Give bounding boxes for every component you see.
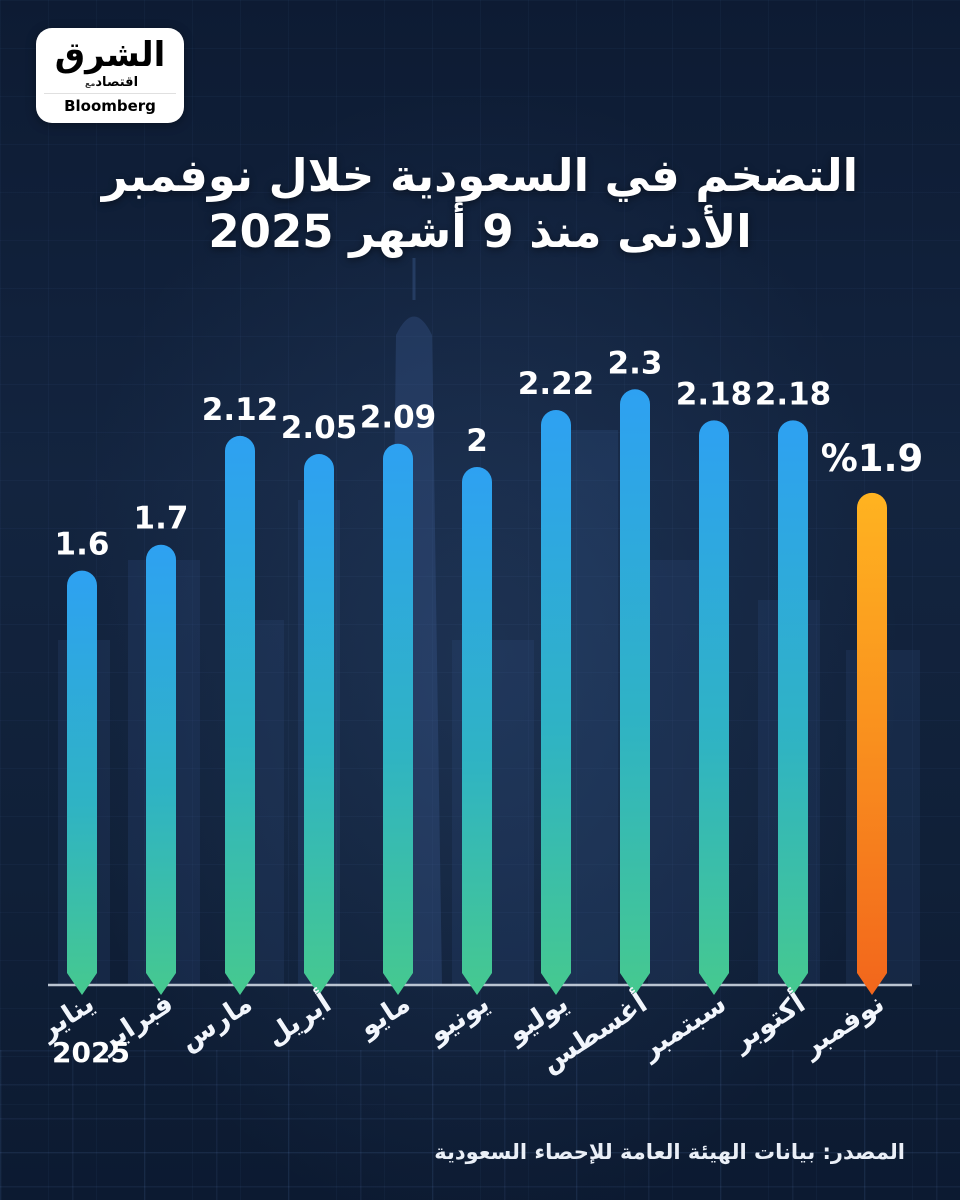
chart-bar: [778, 420, 808, 996]
month-tick-label: يونيو: [422, 988, 495, 1051]
chart-bar: [146, 544, 176, 995]
asharq-bloomberg-logo: الشرق اقتصادمع Bloomberg: [36, 28, 184, 123]
bar-value-label: 1.6: [55, 527, 110, 563]
month-tick-label: أبريل: [259, 985, 337, 1052]
chart-bar: [620, 389, 650, 995]
logo-partner-text: Bloomberg: [44, 93, 176, 115]
chart-bar: [67, 570, 97, 995]
city-skyline: [58, 258, 920, 985]
title-line-1: التضخم في السعودية خلال نوفمبر: [101, 149, 859, 202]
bars-group: 1.6يناير1.7فبراير2.12مارس2.05أبريل2.09ما…: [32, 345, 923, 1079]
bar-value-label: 2.18: [755, 376, 832, 412]
month-tick-label: نوفمبر: [795, 988, 890, 1064]
bar-value-label: 2.3: [608, 345, 663, 381]
month-tick-label: سبتمبر: [634, 988, 732, 1067]
chart-bar: [304, 454, 334, 995]
bar-value-label: 2.09: [360, 400, 437, 436]
chart-bar: [462, 467, 492, 995]
axis-year-label: 2025: [52, 1036, 130, 1069]
title-line-2: 2025 الأدنى منذ 9 أشهر: [208, 204, 752, 258]
kingdom-tower-silhouette: [388, 316, 442, 985]
chart-bar: [699, 420, 729, 996]
chart-bar: [541, 410, 571, 995]
bar-value-label: 2.12: [202, 392, 279, 428]
floor-grid-texture: [0, 1050, 960, 1200]
logo-sub-text: اقتصادمع: [84, 75, 139, 90]
bar-value-label: 2: [466, 423, 488, 459]
month-tick-label: يوليو: [501, 988, 574, 1051]
bar-value-label: 2.05: [281, 410, 358, 446]
month-tick-label: مارس: [174, 988, 258, 1057]
page-title: التضخم في السعودية خلال نوفمبر 2025 الأد…: [0, 148, 960, 260]
bar-value-label: 2.22: [518, 366, 595, 402]
source-attribution: المصدر: بيانات الهيئة العامة للإحصاء الس…: [434, 1140, 905, 1164]
month-tick-label: أكتوبر: [724, 985, 811, 1058]
bar-value-label: %1.9: [821, 437, 924, 480]
chart-bar: [383, 443, 413, 995]
bar-value-label: 1.7: [134, 501, 189, 537]
month-tick-label: أغسطس: [534, 985, 653, 1079]
bar-value-label: 2.18: [676, 376, 753, 412]
month-tick-label: مايو: [352, 988, 416, 1044]
chart-bar: [225, 435, 255, 995]
chart-bar-highlight: [857, 492, 887, 995]
logo-brand-text: الشرق: [54, 35, 167, 75]
